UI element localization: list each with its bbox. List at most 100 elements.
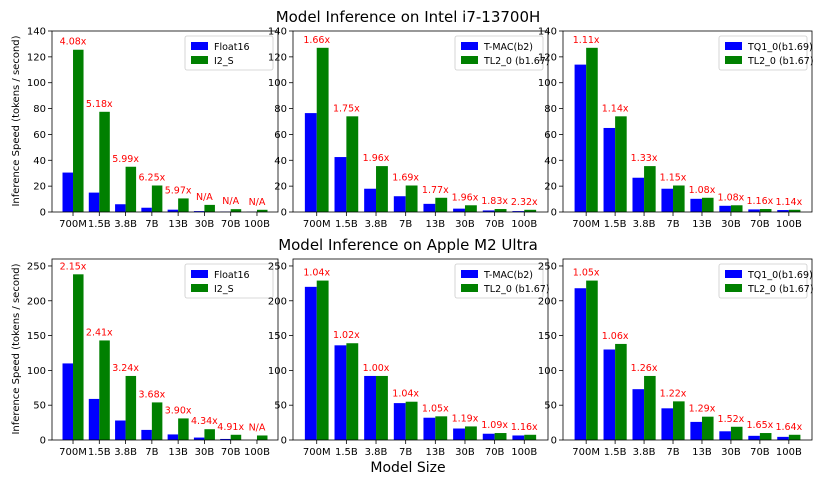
x-tick-label: 1.5B — [604, 219, 627, 230]
x-tick-label: 13B — [692, 219, 712, 230]
legend-label: Float16 — [214, 270, 250, 281]
speedup-annotation: 1.96x — [452, 192, 479, 203]
speedup-annotation: 2.41x — [86, 327, 113, 338]
x-tick-label: 100B — [244, 219, 270, 230]
speedup-annotation: 1.96x — [363, 153, 390, 164]
x-tick-label: 100B — [776, 219, 802, 230]
y-tick-label: 40 — [544, 156, 557, 167]
legend-swatch — [725, 270, 742, 278]
legend-label: TQ1_0(b1.69) — [747, 270, 813, 281]
bar-tq1-0-b1-69--30b — [719, 206, 731, 212]
bar-t-mac-b2--7b — [394, 403, 406, 440]
y-tick-label: 40 — [274, 156, 287, 167]
speedup-annotation: 1.66x — [303, 35, 330, 46]
x-tick-label: 100B — [776, 447, 802, 458]
bar-i2-s-70b — [231, 209, 242, 212]
legend-swatch — [725, 42, 742, 50]
bar-tq1-0-b1-69--13b — [690, 199, 702, 212]
legend-swatch — [461, 42, 478, 50]
bar-tl2-0-b1-67--13b — [702, 198, 714, 212]
bar-tq1-0-b1-69--13b — [690, 422, 702, 440]
legend: TQ1_0(b1.69)TL2_0 (b1.67) — [719, 36, 814, 70]
bar-tl2-0-b1-67--3.8b — [376, 376, 388, 440]
speedup-annotation: 1.00x — [363, 363, 390, 374]
bar-t-mac-b2--30b — [453, 209, 465, 212]
x-tick-label: 1.5B — [335, 447, 358, 458]
bar-i2-s-7b — [152, 185, 163, 212]
x-tick-label: 700M — [59, 219, 87, 230]
y-tick-label: 250 — [538, 261, 557, 272]
y-tick-label: 80 — [274, 104, 287, 115]
x-tick-label: 3.8B — [114, 447, 137, 458]
y-tick-label: 80 — [33, 104, 46, 115]
y-tick-label: 0 — [281, 436, 287, 447]
y-tick-label: 100 — [268, 366, 287, 377]
y-tick-label: 100 — [27, 366, 46, 377]
bar-tl2-0-b1-67--3.8b — [376, 166, 388, 212]
x-axis-label: Model Size — [370, 460, 445, 476]
y-tick-label: 0 — [281, 208, 287, 219]
bar-tq1-0-b1-69--30b — [719, 431, 731, 440]
bar-i2-s-3.8b — [126, 167, 137, 212]
bar-tl2-0-b1-67--1.5b — [346, 343, 358, 440]
x-tick-label: 100B — [511, 447, 537, 458]
speedup-annotation: 4.91x — [217, 422, 244, 433]
y-tick-label: 80 — [544, 104, 557, 115]
speedup-annotation: 4.34x — [191, 416, 218, 427]
x-tick-label: 30B — [455, 447, 475, 458]
y-tick-label: 200 — [27, 296, 46, 307]
x-tick-label: 70B — [485, 219, 505, 230]
legend-label: TL2_0 (b1.67) — [483, 284, 550, 295]
speedup-annotation: N/A — [222, 196, 239, 207]
y-tick-label: 120 — [538, 52, 557, 63]
x-tick-label: 3.8B — [633, 219, 656, 230]
bar-tl2-0-b1-67--700m — [317, 281, 329, 440]
bar-tl2-0-b1-67--30b — [465, 205, 477, 212]
bar-tl2-0-b1-67--30b — [731, 427, 743, 440]
y-tick-label: 100 — [538, 78, 557, 89]
bar-tl2-0-b1-67--100b — [789, 435, 801, 440]
bar-tl2-0-b1-67--7b — [406, 185, 418, 212]
legend-swatch — [191, 284, 208, 292]
x-tick-label: 3.8B — [633, 447, 656, 458]
x-tick-label: 13B — [426, 447, 446, 458]
speedup-annotation: 1.11x — [573, 35, 600, 46]
speedup-annotation: 1.26x — [631, 363, 658, 374]
y-axis-label-top: Inference Speed (tokens / second) — [11, 35, 22, 206]
x-tick-label: 700M — [572, 219, 600, 230]
bar-float16-3.8b — [115, 421, 126, 440]
bar-i2-s-1.5b — [99, 112, 110, 212]
bar-t-mac-b2--13b — [423, 204, 435, 212]
speedup-annotation: 6.25x — [138, 172, 165, 183]
speedup-annotation: 1.05x — [573, 268, 600, 279]
legend-label: I2_S — [214, 284, 234, 295]
y-tick-label: 250 — [268, 261, 287, 272]
y-tick-label: 50 — [544, 401, 557, 412]
speedup-annotation: 1.77x — [422, 185, 449, 196]
bar-t-mac-b2--70b — [483, 434, 495, 440]
bar-tl2-0-b1-67--13b — [435, 198, 447, 212]
bar-tq1-0-b1-69--7b — [661, 408, 673, 440]
x-tick-label: 70B — [750, 447, 770, 458]
x-tick-label: 3.8B — [114, 219, 137, 230]
speedup-annotation: 1.06x — [602, 331, 629, 342]
x-tick-label: 7B — [666, 447, 679, 458]
y-tick-label: 100 — [268, 78, 287, 89]
speedup-annotation: N/A — [249, 422, 266, 433]
bar-i2-s-70b — [231, 435, 242, 440]
x-tick-label: 30B — [195, 219, 215, 230]
bar-float16-1.5b — [89, 399, 100, 440]
x-tick-label: 100B — [244, 447, 270, 458]
legend-label: I2_S — [214, 56, 234, 67]
y-tick-label: 150 — [538, 331, 557, 342]
bar-tl2-0-b1-67--700m — [586, 48, 598, 212]
y-tick-label: 150 — [268, 331, 287, 342]
bar-t-mac-b2--1.5b — [335, 157, 347, 212]
bar-tl2-0-b1-67--7b — [406, 402, 418, 440]
speedup-annotation: 1.14x — [775, 197, 802, 208]
speedup-annotation: 1.04x — [392, 389, 419, 400]
bar-float16-700m — [63, 173, 74, 212]
x-tick-label: 7B — [145, 219, 158, 230]
x-tick-label: 13B — [168, 447, 188, 458]
bar-tl2-0-b1-67--70b — [760, 433, 772, 440]
